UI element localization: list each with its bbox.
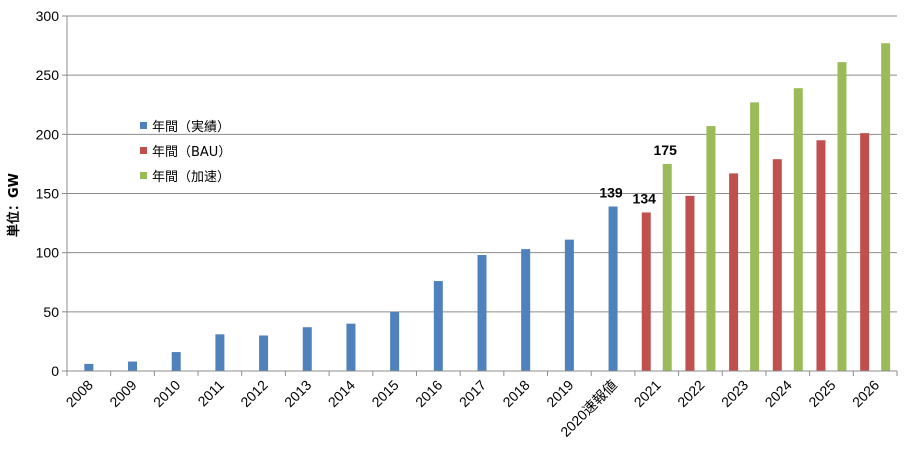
- y-tick-label: 150: [36, 186, 60, 202]
- bar: [259, 335, 269, 371]
- bar: [346, 323, 356, 371]
- bar: [390, 311, 400, 371]
- y-tick-label: 200: [36, 126, 60, 142]
- bar: [685, 195, 695, 371]
- bar: [433, 281, 443, 371]
- bar: [564, 239, 574, 371]
- bar: [215, 334, 225, 371]
- legend-label: 年間（BAU）: [152, 145, 231, 160]
- bar: [793, 88, 803, 371]
- x-tick-label: 2017: [456, 377, 489, 410]
- x-tick-label: 2015: [368, 377, 401, 410]
- y-tick-label: 300: [36, 8, 60, 24]
- bar: [608, 206, 618, 371]
- legend-swatch: [140, 122, 147, 129]
- data-label: 139: [599, 185, 623, 201]
- x-tick-label: 2018: [499, 377, 532, 410]
- bar: [860, 133, 870, 371]
- x-tick-label: 2022: [674, 377, 707, 410]
- bar: [641, 212, 651, 371]
- bar: [837, 62, 847, 372]
- data-label: 134: [633, 190, 657, 206]
- x-tick-label: 2023: [718, 377, 751, 410]
- y-axis-label: 単位：GW: [6, 173, 22, 237]
- bars: [84, 43, 891, 372]
- legend-swatch: [140, 147, 147, 154]
- bar: [750, 102, 760, 371]
- bar: [772, 159, 782, 371]
- data-label: 175: [654, 142, 678, 158]
- x-tick-label: 2025: [805, 377, 838, 410]
- x-tick-label: 2024: [762, 377, 795, 410]
- bar: [477, 255, 487, 371]
- x-tick-label: 2009: [106, 377, 139, 410]
- x-tick-label: 2010: [150, 377, 183, 410]
- y-tick-label: 0: [51, 363, 59, 379]
- bar: [729, 173, 739, 371]
- bar: [706, 126, 716, 371]
- bar: [171, 352, 181, 371]
- x-tick-label: 2011: [194, 377, 227, 410]
- legend-label: 年間（加速）: [152, 170, 230, 185]
- bar: [881, 43, 891, 371]
- x-tick-label: 2016: [412, 377, 445, 410]
- x-tick-label: 2008: [63, 377, 96, 410]
- x-tick-label: 2012: [237, 377, 270, 410]
- x-tick-label: 2019: [543, 377, 576, 410]
- legend: 年間（実績） 年間（BAU） 年間（加速）: [140, 119, 231, 185]
- bar: [84, 363, 94, 371]
- y-tick-label: 100: [36, 245, 60, 261]
- bar: [816, 140, 826, 371]
- y-tick-label: 50: [43, 304, 59, 320]
- legend-label: 年間（実績）: [152, 119, 230, 135]
- x-tick-label: 2013: [281, 377, 314, 410]
- axes: [62, 15, 898, 376]
- bar: [128, 361, 138, 371]
- bar: [662, 163, 672, 371]
- y-tick-label: 250: [36, 67, 60, 83]
- legend-swatch: [140, 172, 147, 179]
- x-tick-label: 2014: [325, 377, 358, 410]
- x-tick-label: 2021: [631, 377, 664, 410]
- x-tick-label: 2026: [849, 377, 882, 410]
- bar: [521, 249, 531, 371]
- bar: [302, 327, 312, 371]
